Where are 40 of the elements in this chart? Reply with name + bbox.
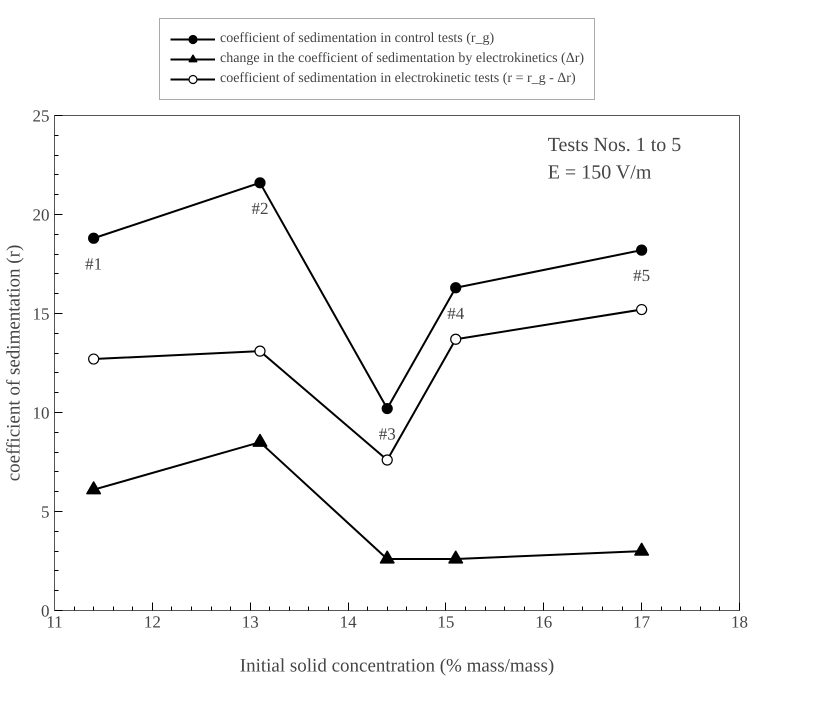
annotation: E = 150 V/m	[548, 161, 652, 184]
y-tick-label: 10	[32, 404, 50, 422]
point	[88, 232, 100, 244]
legend-label: coefficient of sedimentation in electrokinetic tests (r = r_g - Δr)	[220, 70, 576, 88]
point	[634, 542, 650, 556]
point	[254, 346, 266, 357]
point	[636, 304, 648, 316]
point	[382, 454, 393, 466]
annotation: #3	[378, 424, 396, 444]
x-tick-label: 15	[437, 612, 454, 632]
y-tick-label: 15	[32, 304, 50, 324]
point	[254, 177, 266, 188]
x-tick-label: 12	[144, 612, 161, 632]
y-tick-label: 25	[32, 106, 50, 126]
x-tick-label: 14	[340, 612, 358, 632]
x-tick-label: 16	[535, 612, 552, 632]
x-tick-label: 18	[731, 612, 748, 632]
x-tick-label: 17	[633, 612, 651, 632]
annotation: #2	[252, 198, 268, 218]
point	[88, 353, 100, 365]
legend-label: change in the coefficient of sedimentation by electrokinetics (Δr)	[220, 50, 584, 68]
y-tick-label: 5	[41, 502, 50, 522]
point	[380, 550, 395, 564]
y-tick-label: 0	[41, 602, 50, 620]
point	[636, 244, 648, 256]
annotation: #4	[447, 304, 465, 323]
x-axis-title: Initial solid concentration (% mass/mass)	[240, 656, 554, 676]
point	[252, 434, 268, 447]
y-axis-title: coefficient of sedimentation (r)	[4, 244, 24, 482]
point	[450, 334, 462, 345]
point	[382, 402, 393, 414]
y-tick-label: 20	[32, 206, 50, 224]
annotation: Tests Nos. 1 to 5	[548, 134, 682, 156]
annotation: #5	[633, 266, 650, 286]
legend-label: coefficient of sedimentation in control tests (r_g)	[220, 30, 494, 48]
point	[448, 550, 464, 564]
point	[86, 481, 102, 494]
point	[450, 282, 462, 294]
annotation: #1	[85, 254, 102, 274]
x-tick-label: 13	[242, 612, 259, 632]
